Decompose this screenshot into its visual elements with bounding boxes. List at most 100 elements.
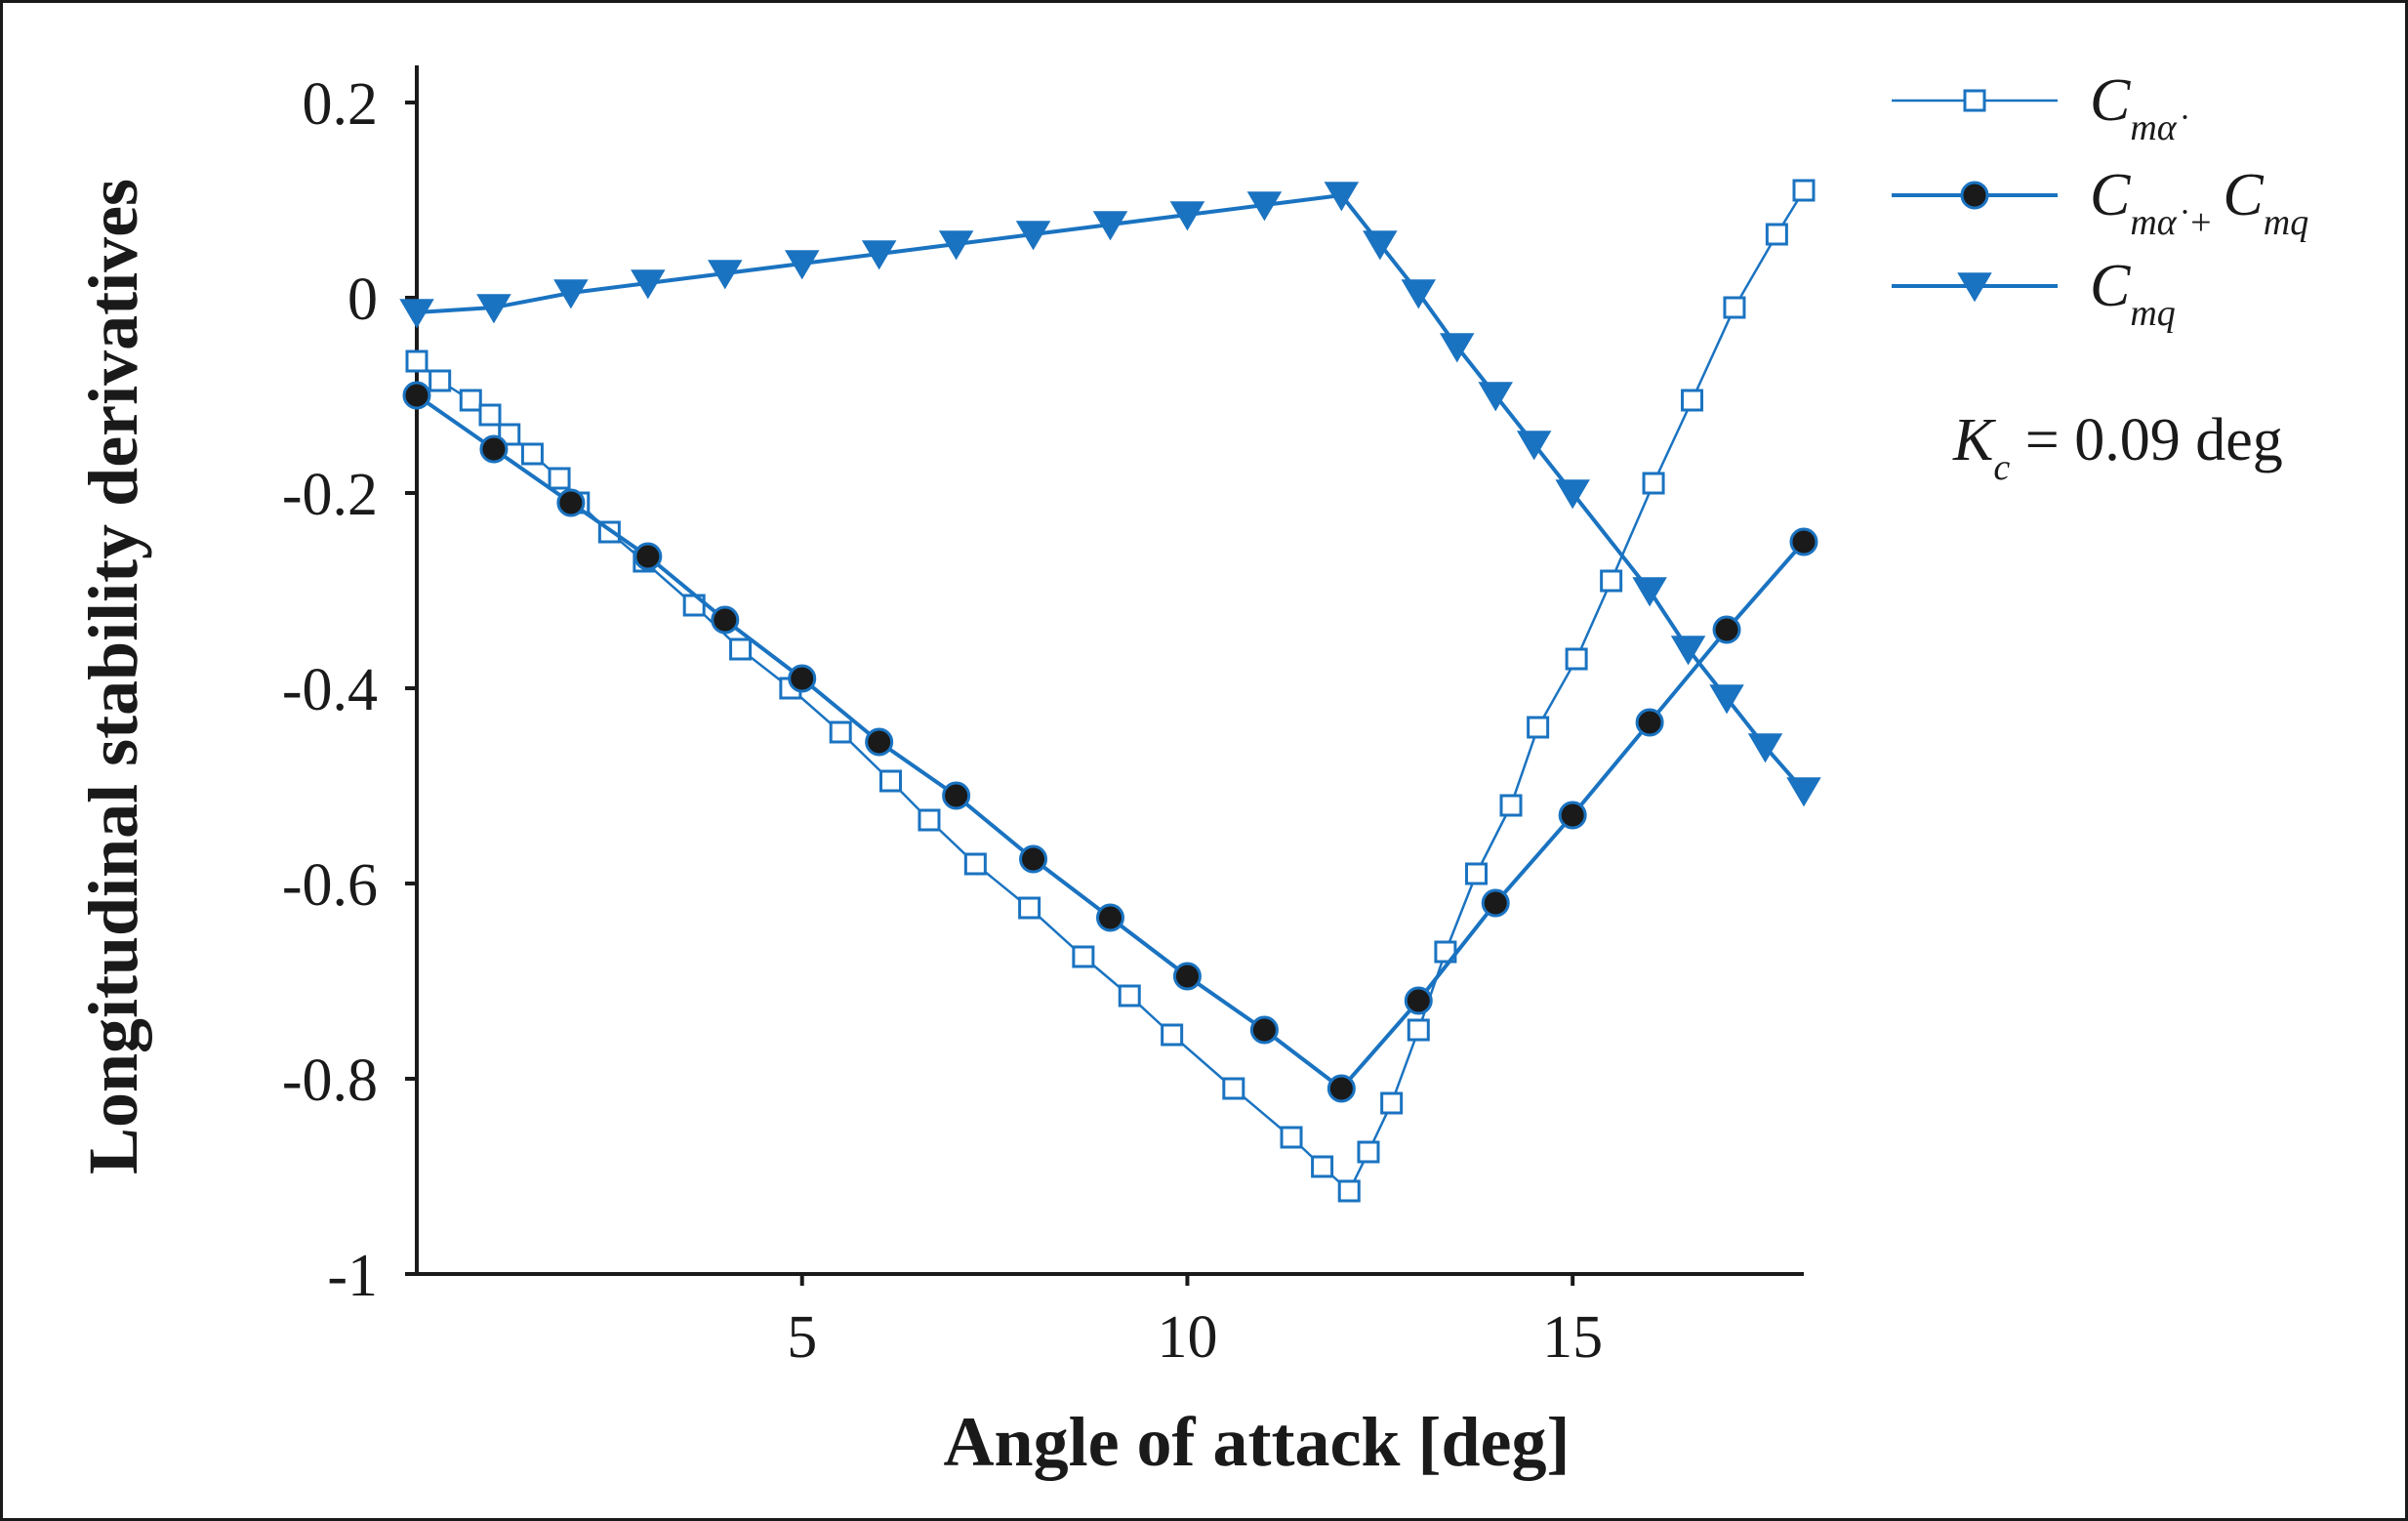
annotation-text: Kc = 0.09 deg — [1952, 407, 2283, 488]
data-point-square — [1565, 647, 1588, 671]
legend-label-sub: mq — [2130, 293, 2175, 334]
annotation: Kc = 0.09 deg — [1952, 407, 2283, 488]
x-axis-title: Angle of attack [deg] — [944, 1403, 1571, 1481]
y-tick-label: -0.4 — [282, 657, 378, 723]
data-point-circle — [1712, 615, 1741, 644]
y-axis-title: Longitudinal stability derivatives — [74, 179, 152, 1174]
y-tick-label: 0.2 — [303, 71, 379, 138]
data-point-square — [548, 467, 571, 490]
data-point-square — [1407, 1018, 1430, 1042]
data-point-circle — [1172, 962, 1202, 991]
data-point-triangle — [708, 260, 743, 290]
x-tick-label: 15 — [1542, 1304, 1603, 1371]
legend-item-2: Cmα̇ + Cmq — [1892, 162, 2308, 243]
data-point-square — [1723, 296, 1746, 319]
data-point-square — [1357, 1140, 1380, 1164]
data-point-triangle — [1363, 230, 1398, 261]
data-point-square — [520, 442, 544, 466]
annotation-sub: c — [1993, 447, 2010, 488]
legend-label-sub2: mq — [2264, 202, 2308, 243]
series-1 — [405, 179, 1816, 1203]
series-line — [416, 189, 1806, 1194]
chart-svg: 0.20-0.2-0.4-0.6-0.8-15 10 15 Cmα̇Cmα̇ + Cmq… — [74, 65, 2308, 1481]
data-point-circle — [865, 727, 894, 757]
data-point-triangle — [476, 294, 511, 324]
data-point-triangle — [1092, 211, 1128, 241]
legend-label-main2: C — [2223, 162, 2264, 228]
data-point-square — [1600, 569, 1623, 593]
data-point-square — [478, 403, 502, 427]
data-point-square — [1118, 984, 1141, 1007]
data-point-circle — [711, 605, 740, 635]
data-point-square — [1963, 89, 1986, 112]
data-point-circle — [1096, 903, 1124, 932]
y-tick-label: -0.2 — [282, 462, 378, 528]
legend-label: Cmα̇ + Cmq — [2090, 162, 2308, 243]
data-point-square — [429, 369, 452, 392]
data-point-triangle — [1401, 279, 1437, 309]
data-point-circle — [402, 381, 431, 410]
data-point-triangle — [861, 240, 897, 270]
data-point-square — [1311, 1155, 1334, 1178]
data-point-square — [1072, 945, 1095, 968]
data-point-circle — [1249, 1015, 1279, 1045]
legend-item-3: Cmq — [1892, 253, 2176, 334]
data-point-square — [1464, 862, 1488, 885]
data-point-circle — [1558, 801, 1587, 830]
data-point-square — [1792, 179, 1816, 202]
data-point-square — [729, 637, 753, 661]
data-point-square — [1527, 716, 1550, 739]
data-point-triangle — [1709, 684, 1744, 715]
legend-label-plus: + — [2188, 202, 2214, 243]
series-line — [415, 393, 1806, 1091]
annotation-main: K — [1952, 407, 1997, 473]
data-point-circle — [479, 434, 509, 464]
x-tick-label: 10 — [1157, 1304, 1217, 1371]
series-2 — [402, 381, 1818, 1103]
data-point-square — [963, 852, 987, 876]
data-point-triangle — [1786, 777, 1821, 807]
y-tick-label: -0.8 — [282, 1048, 378, 1114]
data-point-triangle — [1478, 382, 1513, 412]
data-point-triangle — [1324, 182, 1360, 212]
data-point-triangle — [1632, 577, 1667, 607]
data-point-circle — [942, 781, 971, 810]
data-point-triangle — [1516, 431, 1552, 461]
data-point-triangle — [1747, 733, 1783, 763]
data-point-circle — [1326, 1074, 1356, 1103]
data-point-triangle — [1555, 479, 1590, 510]
data-point-circle — [1404, 986, 1433, 1015]
data-point-triangle — [1246, 191, 1283, 222]
data-point-triangle — [1015, 221, 1051, 251]
data-point-triangle — [1957, 272, 1992, 303]
data-point-triangle — [784, 250, 820, 280]
data-point-square — [829, 720, 852, 744]
data-point-circle — [556, 488, 586, 517]
series-3 — [399, 182, 1821, 807]
legend-item-1: Cmα̇ — [1892, 67, 2187, 148]
data-point-square — [1499, 794, 1523, 817]
x-tick-label: 5 — [787, 1304, 817, 1371]
data-point-square — [1380, 1091, 1404, 1115]
data-point-square — [498, 423, 521, 446]
legend-label-sub: mα̇ — [2130, 107, 2186, 148]
data-point-square — [879, 769, 903, 793]
annotation-rest: = 0.09 deg — [2010, 407, 2282, 473]
data-point-square — [1642, 472, 1665, 495]
data-point-triangle — [1440, 333, 1475, 363]
data-point-square — [1222, 1077, 1245, 1100]
data-point-circle — [1481, 888, 1510, 918]
data-point-triangle — [1169, 201, 1205, 231]
legend-label: Cmq — [2090, 253, 2176, 334]
data-point-triangle — [1670, 636, 1706, 666]
series-layer — [399, 179, 1821, 1203]
series-line — [416, 192, 1806, 793]
data-point-square — [459, 389, 482, 412]
data-point-square — [1681, 389, 1704, 412]
data-point-circle — [1789, 527, 1818, 556]
data-point-triangle — [399, 299, 434, 329]
data-point-circle — [633, 542, 663, 571]
data-point-square — [1280, 1126, 1303, 1149]
